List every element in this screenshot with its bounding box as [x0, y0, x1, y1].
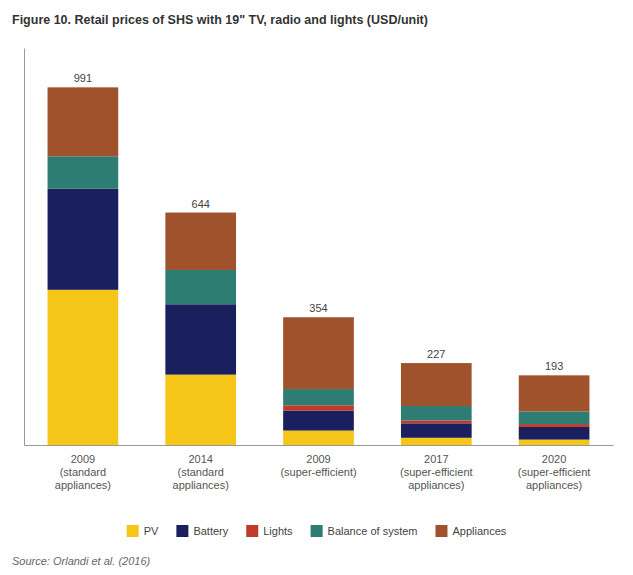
series [48, 156, 590, 424]
x-axis: 2009(standardappliances) 2014(standardapp… [25, 445, 614, 491]
legend-label: Lights [263, 525, 293, 537]
bar-segment [165, 375, 236, 445]
legend-label: Balance of system [328, 525, 418, 537]
tick: 2014(standardappliances) [173, 445, 229, 491]
series [48, 189, 590, 440]
data-labels: 991 644 354 227 193 [74, 72, 564, 372]
bar-segment [401, 420, 472, 423]
chart: Figure 10. Retail prices of SHS with 19"… [0, 0, 633, 575]
bar-segment [283, 317, 354, 389]
legend-item: PV [127, 525, 159, 537]
y-axis [24, 49, 25, 446]
bar-segment [519, 375, 590, 411]
bar-segment [48, 290, 119, 445]
bar-segment [48, 189, 119, 290]
bar-segment [519, 427, 590, 440]
series [48, 290, 590, 445]
bar-segment [519, 411, 590, 424]
total-label: 227 [427, 348, 445, 360]
legend-item: Balance of system [311, 525, 418, 537]
series [48, 87, 590, 411]
bar-segment [165, 270, 236, 304]
legend: PV Battery Lights Balance of system Applianc… [127, 525, 507, 537]
axis-line [25, 445, 614, 446]
tick: 2009(standardappliances) [55, 445, 111, 491]
tick-label: 2009(super-efficient) [280, 453, 356, 478]
bar-segment [519, 424, 590, 427]
legend-label: PV [144, 525, 159, 537]
legend-label: Battery [193, 525, 228, 537]
plot: 2009(standardappliances) 2014(standardapp… [25, 49, 614, 492]
bar-segment [519, 440, 590, 445]
legend-item: Appliances [435, 525, 506, 537]
legend-item: Lights [246, 525, 293, 537]
tick-label: 2014(standardappliances) [173, 453, 229, 491]
legend-swatch [311, 525, 323, 537]
tick: 2017(super-efficientappliances) [400, 445, 473, 491]
total-label: 644 [192, 198, 210, 210]
legend-item: Battery [176, 525, 228, 537]
tick: 2009(super-efficient) [280, 445, 356, 478]
bar-segment [401, 406, 472, 420]
tick-label: 2017(super-efficientappliances) [400, 453, 473, 491]
bar-segment [401, 423, 472, 437]
bars [48, 87, 590, 445]
bar-segment [283, 431, 354, 445]
legend-swatch [127, 525, 139, 537]
bar-segment [401, 438, 472, 445]
bar-segment [283, 389, 354, 405]
bar-segment [283, 405, 354, 410]
legend-swatch [435, 525, 447, 537]
legend-swatch [176, 525, 188, 537]
total-label: 991 [74, 72, 92, 84]
title: Figure 10. Retail prices of SHS with 19"… [12, 13, 428, 27]
annotation: Source: Orlandi et al. (2016) [12, 555, 151, 567]
legend-swatch [246, 525, 258, 537]
tick: 2020(super-efficientappliances) [518, 445, 591, 491]
axis-line [24, 49, 25, 446]
bar-segment [48, 87, 119, 156]
legend-label: Appliances [452, 525, 506, 537]
bar-segment [165, 304, 236, 374]
bar-segment [401, 363, 472, 406]
bar-segment [48, 156, 119, 188]
tick-label: 2020(super-efficientappliances) [518, 453, 591, 491]
bar-segment [165, 213, 236, 270]
total-label: 193 [545, 360, 563, 372]
bar-segment [283, 411, 354, 431]
total-label: 354 [309, 302, 327, 314]
tick-label: 2009(standardappliances) [55, 453, 111, 491]
